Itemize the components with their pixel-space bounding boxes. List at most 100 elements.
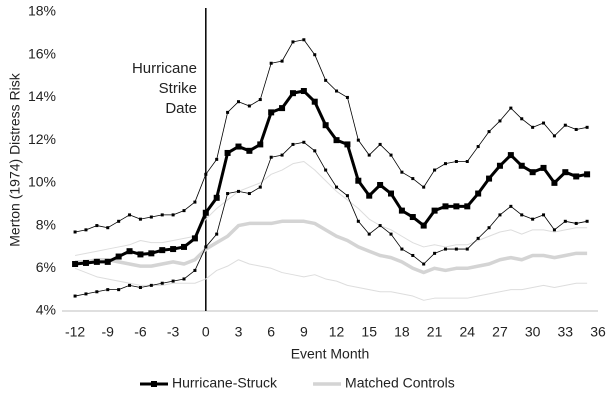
x-tick-label: 0 — [202, 324, 210, 340]
legend-marker — [151, 381, 157, 387]
marker — [563, 123, 567, 127]
marker — [411, 177, 415, 181]
marker — [302, 140, 306, 144]
marker — [520, 117, 524, 121]
marker — [160, 213, 164, 217]
marker — [322, 122, 329, 129]
annotation: Hurricane — [132, 60, 197, 77]
marker — [300, 88, 307, 95]
marker — [324, 168, 328, 172]
marker — [377, 181, 384, 188]
x-tick-label: -12 — [65, 324, 85, 340]
marker — [420, 222, 427, 229]
marker — [531, 125, 535, 129]
marker — [476, 145, 480, 149]
marker — [236, 189, 240, 193]
marker — [531, 217, 535, 221]
y-tick-label: 4% — [36, 302, 56, 318]
marker — [335, 89, 339, 93]
series-line — [74, 141, 588, 297]
x-tick-label: 27 — [492, 324, 508, 340]
marker — [215, 232, 219, 236]
marker — [160, 281, 164, 285]
marker — [574, 127, 578, 131]
marker — [138, 286, 142, 290]
marker — [149, 283, 153, 287]
x-tick-label: 6 — [267, 324, 275, 340]
marker — [148, 250, 155, 257]
marker — [398, 207, 405, 214]
series-line — [74, 259, 588, 301]
marker — [335, 185, 339, 189]
marker — [454, 247, 458, 251]
marker — [389, 232, 393, 236]
marker — [191, 235, 198, 242]
series-line — [74, 161, 588, 256]
marker — [520, 213, 524, 217]
marker — [84, 292, 88, 296]
marker — [476, 236, 480, 240]
marker — [400, 247, 404, 251]
marker — [378, 142, 382, 146]
marker — [258, 185, 262, 189]
marker — [454, 160, 458, 163]
marker — [443, 162, 447, 166]
marker — [433, 251, 437, 255]
marker — [224, 149, 231, 156]
y-axis-title: Merton (1974) Distress Risk — [7, 72, 23, 246]
series-line — [74, 39, 588, 233]
marker — [442, 203, 449, 210]
x-tick-label: 21 — [427, 324, 443, 340]
marker — [73, 230, 77, 234]
x-tick-label: 15 — [361, 324, 377, 340]
x-tick-label: -9 — [102, 324, 115, 340]
marker — [291, 40, 295, 44]
x-tick-label: 36 — [590, 324, 606, 340]
marker — [344, 141, 351, 148]
x-tick-label: -6 — [134, 324, 147, 340]
y-tick-label: 10% — [28, 174, 56, 190]
marker — [117, 219, 121, 223]
marker — [202, 209, 209, 216]
marker — [106, 288, 110, 292]
marker — [400, 170, 404, 174]
marker — [509, 204, 513, 208]
x-tick-label: -3 — [167, 324, 180, 340]
marker — [95, 224, 99, 228]
marker — [268, 109, 275, 116]
marker — [128, 283, 132, 287]
marker — [573, 173, 580, 180]
marker — [355, 177, 362, 184]
marker — [193, 200, 197, 204]
marker — [226, 110, 230, 114]
marker — [388, 190, 395, 197]
marker — [269, 155, 273, 159]
marker — [257, 141, 264, 148]
marker — [378, 224, 382, 228]
marker — [518, 162, 525, 169]
marker — [269, 61, 273, 65]
marker — [333, 137, 340, 144]
marker — [126, 248, 133, 255]
x-axis-title: Event Month — [291, 346, 370, 362]
marker — [431, 207, 438, 214]
marker — [464, 203, 471, 210]
marker — [204, 245, 208, 249]
marker — [247, 104, 251, 108]
marker — [115, 253, 122, 260]
annotation: Strike — [159, 80, 197, 97]
marker — [367, 153, 371, 157]
marker — [356, 219, 360, 223]
marker — [356, 138, 360, 142]
marker — [226, 192, 230, 196]
marker — [486, 175, 493, 182]
marker — [182, 277, 186, 281]
marker — [182, 209, 186, 213]
marker — [367, 232, 371, 236]
marker — [585, 125, 589, 129]
marker — [137, 251, 144, 258]
marker — [409, 214, 416, 221]
marker — [246, 147, 253, 154]
marker — [562, 169, 569, 176]
x-tick-label: 24 — [459, 324, 475, 340]
